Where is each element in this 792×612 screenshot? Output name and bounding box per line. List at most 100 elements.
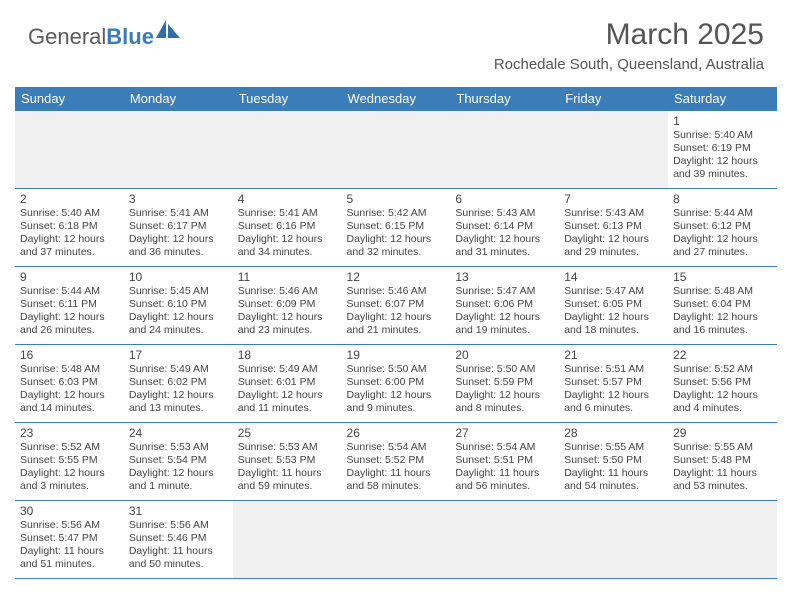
day-number: 8 — [673, 192, 772, 206]
calendar-cell: 23Sunrise: 5:52 AMSunset: 5:55 PMDayligh… — [15, 423, 124, 501]
sunrise-line: Sunrise: 5:43 AM — [455, 207, 554, 220]
day-header: Sunday — [15, 87, 124, 111]
calendar-cell: 18Sunrise: 5:49 AMSunset: 6:01 PMDayligh… — [233, 345, 342, 423]
calendar-cell: 7Sunrise: 5:43 AMSunset: 6:13 PMDaylight… — [559, 189, 668, 267]
calendar-cell: 8Sunrise: 5:44 AMSunset: 6:12 PMDaylight… — [668, 189, 777, 267]
calendar-cell: 14Sunrise: 5:47 AMSunset: 6:05 PMDayligh… — [559, 267, 668, 345]
calendar-row: 30Sunrise: 5:56 AMSunset: 5:47 PMDayligh… — [15, 501, 777, 579]
calendar-cell: 27Sunrise: 5:54 AMSunset: 5:51 PMDayligh… — [450, 423, 559, 501]
day-number: 18 — [238, 348, 337, 362]
sunrise-line: Sunrise: 5:47 AM — [455, 285, 554, 298]
sunrise-line: Sunrise: 5:52 AM — [673, 363, 772, 376]
sunset-line: Sunset: 5:54 PM — [129, 454, 228, 467]
daylight-line: Daylight: 11 hours and 56 minutes. — [455, 467, 554, 493]
month-title: March 2025 — [494, 18, 764, 52]
day-number: 9 — [20, 270, 119, 284]
day-number: 13 — [455, 270, 554, 284]
calendar-cell: 24Sunrise: 5:53 AMSunset: 5:54 PMDayligh… — [124, 423, 233, 501]
day-number: 2 — [20, 192, 119, 206]
daylight-line: Daylight: 12 hours and 6 minutes. — [564, 389, 663, 415]
day-header: Friday — [559, 87, 668, 111]
daylight-line: Daylight: 12 hours and 4 minutes. — [673, 389, 772, 415]
calendar-cell: 10Sunrise: 5:45 AMSunset: 6:10 PMDayligh… — [124, 267, 233, 345]
sunrise-line: Sunrise: 5:43 AM — [564, 207, 663, 220]
sunset-line: Sunset: 6:13 PM — [564, 220, 663, 233]
sunrise-line: Sunrise: 5:50 AM — [455, 363, 554, 376]
day-number: 19 — [347, 348, 446, 362]
sunrise-line: Sunrise: 5:48 AM — [20, 363, 119, 376]
daylight-line: Daylight: 12 hours and 23 minutes. — [238, 311, 337, 337]
daylight-line: Daylight: 12 hours and 31 minutes. — [455, 233, 554, 259]
calendar-cell: 28Sunrise: 5:55 AMSunset: 5:50 PMDayligh… — [559, 423, 668, 501]
day-number: 4 — [238, 192, 337, 206]
sunset-line: Sunset: 6:00 PM — [347, 376, 446, 389]
sunset-line: Sunset: 6:03 PM — [20, 376, 119, 389]
calendar-cell — [233, 501, 342, 579]
daylight-line: Daylight: 11 hours and 51 minutes. — [20, 545, 119, 571]
calendar-row: 23Sunrise: 5:52 AMSunset: 5:55 PMDayligh… — [15, 423, 777, 501]
sunset-line: Sunset: 5:57 PM — [564, 376, 663, 389]
sunrise-line: Sunrise: 5:49 AM — [238, 363, 337, 376]
calendar-cell — [450, 111, 559, 189]
header: GeneralBlue March 2025 Rochedale South, … — [0, 0, 792, 81]
calendar-cell: 13Sunrise: 5:47 AMSunset: 6:06 PMDayligh… — [450, 267, 559, 345]
daylight-line: Daylight: 12 hours and 34 minutes. — [238, 233, 337, 259]
daylight-line: Daylight: 12 hours and 21 minutes. — [347, 311, 446, 337]
day-number: 31 — [129, 504, 228, 518]
calendar-cell — [342, 501, 451, 579]
sunrise-line: Sunrise: 5:48 AM — [673, 285, 772, 298]
daylight-line: Daylight: 12 hours and 37 minutes. — [20, 233, 119, 259]
daylight-line: Daylight: 12 hours and 19 minutes. — [455, 311, 554, 337]
sunrise-line: Sunrise: 5:56 AM — [129, 519, 228, 532]
sunrise-line: Sunrise: 5:55 AM — [673, 441, 772, 454]
calendar-cell — [668, 501, 777, 579]
sunrise-line: Sunrise: 5:52 AM — [20, 441, 119, 454]
sunset-line: Sunset: 5:46 PM — [129, 532, 228, 545]
daylight-line: Daylight: 12 hours and 32 minutes. — [347, 233, 446, 259]
calendar-table: SundayMondayTuesdayWednesdayThursdayFrid… — [15, 87, 777, 579]
logo-sail-icon — [156, 20, 182, 45]
sunset-line: Sunset: 6:01 PM — [238, 376, 337, 389]
sunset-line: Sunset: 5:56 PM — [673, 376, 772, 389]
daylight-line: Daylight: 11 hours and 58 minutes. — [347, 467, 446, 493]
day-number: 11 — [238, 270, 337, 284]
daylight-line: Daylight: 12 hours and 13 minutes. — [129, 389, 228, 415]
day-header: Tuesday — [233, 87, 342, 111]
sunset-line: Sunset: 6:07 PM — [347, 298, 446, 311]
sunset-line: Sunset: 5:48 PM — [673, 454, 772, 467]
day-number: 7 — [564, 192, 663, 206]
daylight-line: Daylight: 11 hours and 50 minutes. — [129, 545, 228, 571]
calendar-cell — [124, 111, 233, 189]
logo: GeneralBlue — [28, 24, 182, 50]
calendar-cell: 30Sunrise: 5:56 AMSunset: 5:47 PMDayligh… — [15, 501, 124, 579]
daylight-line: Daylight: 11 hours and 59 minutes. — [238, 467, 337, 493]
sunset-line: Sunset: 6:05 PM — [564, 298, 663, 311]
day-number: 25 — [238, 426, 337, 440]
daylight-line: Daylight: 12 hours and 14 minutes. — [20, 389, 119, 415]
title-block: March 2025 Rochedale South, Queensland, … — [494, 18, 764, 73]
sunrise-line: Sunrise: 5:40 AM — [20, 207, 119, 220]
sunrise-line: Sunrise: 5:41 AM — [129, 207, 228, 220]
sunrise-line: Sunrise: 5:49 AM — [129, 363, 228, 376]
sunrise-line: Sunrise: 5:40 AM — [673, 129, 772, 142]
day-number: 29 — [673, 426, 772, 440]
calendar-cell: 2Sunrise: 5:40 AMSunset: 6:18 PMDaylight… — [15, 189, 124, 267]
sunset-line: Sunset: 6:19 PM — [673, 142, 772, 155]
sunrise-line: Sunrise: 5:53 AM — [238, 441, 337, 454]
day-header-row: SundayMondayTuesdayWednesdayThursdayFrid… — [15, 87, 777, 111]
sunrise-line: Sunrise: 5:56 AM — [20, 519, 119, 532]
calendar-cell: 25Sunrise: 5:53 AMSunset: 5:53 PMDayligh… — [233, 423, 342, 501]
sunrise-line: Sunrise: 5:54 AM — [347, 441, 446, 454]
day-number: 6 — [455, 192, 554, 206]
sunset-line: Sunset: 6:02 PM — [129, 376, 228, 389]
daylight-line: Daylight: 12 hours and 39 minutes. — [673, 155, 772, 181]
calendar-row: 2Sunrise: 5:40 AMSunset: 6:18 PMDaylight… — [15, 189, 777, 267]
day-header: Wednesday — [342, 87, 451, 111]
day-header: Saturday — [668, 87, 777, 111]
sunset-line: Sunset: 6:14 PM — [455, 220, 554, 233]
calendar-cell: 9Sunrise: 5:44 AMSunset: 6:11 PMDaylight… — [15, 267, 124, 345]
calendar-cell: 4Sunrise: 5:41 AMSunset: 6:16 PMDaylight… — [233, 189, 342, 267]
daylight-line: Daylight: 11 hours and 53 minutes. — [673, 467, 772, 493]
day-number: 23 — [20, 426, 119, 440]
day-number: 12 — [347, 270, 446, 284]
